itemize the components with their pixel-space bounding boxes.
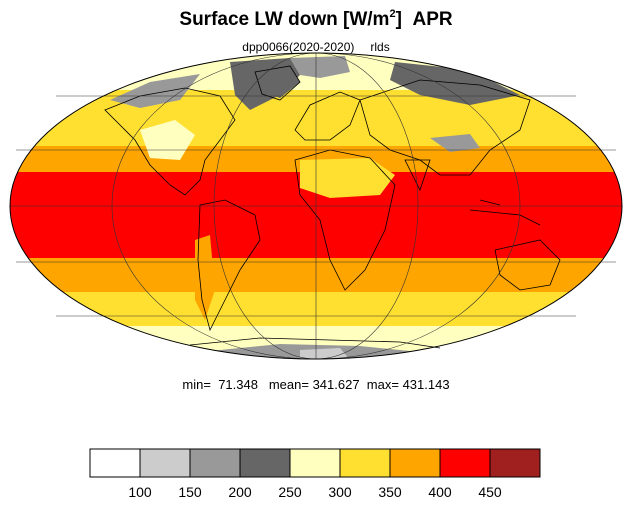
coast-greenland (254, 65, 301, 101)
coast-australia (494, 239, 561, 291)
colorbar-swatch (389, 448, 441, 478)
coast-africa (294, 149, 396, 291)
plot-subtitle: dpp0066(2020-2020) rlds (0, 40, 632, 54)
colorbar-tick-label: 400 (428, 484, 452, 500)
colorbar-swatch (89, 448, 141, 478)
coast-indonesia (469, 199, 541, 226)
min-label: min= (182, 377, 211, 392)
sahara-region (300, 158, 395, 198)
colorbar-tick-label: 100 (128, 484, 152, 500)
siberia-gray (390, 62, 520, 105)
coast-india (404, 159, 431, 192)
coast-antarctica (189, 337, 441, 349)
colorbar-tick-label: 450 (478, 484, 502, 500)
colorbar-swatch (289, 448, 341, 478)
colorbar-swatch (239, 448, 291, 478)
map-border (9, 52, 623, 360)
title-text: Surface LW down [W/m (179, 9, 390, 30)
coast-europe (294, 91, 361, 141)
greenland-gray (255, 66, 300, 98)
coast-asia (359, 79, 531, 176)
colorbar-swatch (189, 448, 241, 478)
subtitle-variable: rlds (370, 40, 390, 54)
colorbar-tick-label: 150 (178, 484, 202, 500)
title-month: APR (412, 9, 453, 30)
mean-value: 341.627 (312, 377, 360, 392)
world-map (9, 52, 623, 360)
colorbar-tick-label: 300 (328, 484, 352, 500)
coast-south-america (197, 199, 261, 332)
colorbar-swatch (439, 448, 491, 478)
tibet-gray (430, 134, 480, 152)
colorbar-swatch (339, 448, 391, 478)
subtitle-run: dpp0066(2020-2020) (242, 40, 355, 54)
max-value: 431.143 (402, 377, 450, 392)
colorbar-swatch (489, 448, 541, 478)
coastlines (104, 65, 561, 349)
colorbar-tick-label: 350 (378, 484, 402, 500)
colorbar-swatch (139, 448, 191, 478)
colorbar-tick-label: 250 (278, 484, 302, 500)
arctic-light-gray (290, 56, 350, 78)
andes-region (195, 235, 215, 320)
max-label: max= (366, 377, 399, 392)
title-superscript: 2 (389, 8, 396, 20)
title-bracket: ] (395, 9, 402, 30)
statistics-line: min= 71.348 mean= 341.627 max= 431.143 (0, 377, 632, 392)
min-value: 71.348 (218, 377, 258, 392)
coast-north-america (104, 87, 236, 196)
plot-title: Surface LW down [W/m2] APR (0, 8, 632, 31)
mean-label: mean= (268, 377, 309, 392)
colorbar-tick-label: 200 (228, 484, 252, 500)
canada-gray (110, 74, 200, 108)
